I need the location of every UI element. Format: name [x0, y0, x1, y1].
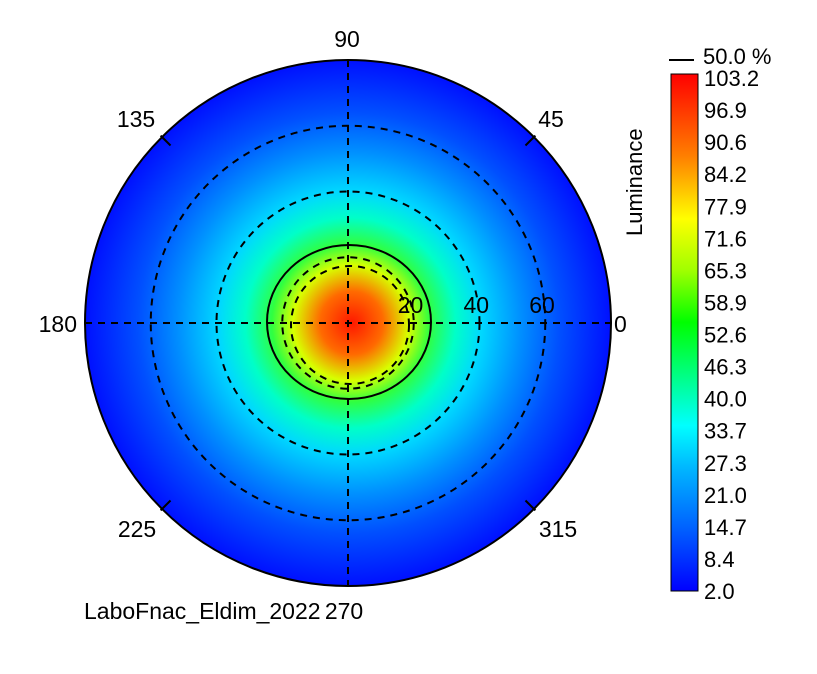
color-scale-tick-label: 52.6	[704, 323, 747, 348]
polar-grid	[85, 60, 611, 586]
azimuth-tick-45	[524, 134, 537, 147]
color-scale-tick-label: 58.9	[704, 290, 747, 315]
radial-circle-20	[281, 256, 415, 390]
color-scale-title: Luminance	[622, 128, 647, 236]
color-scale-tick-label: 77.9	[704, 194, 747, 219]
azimuth-label: 0	[614, 311, 627, 337]
color-scale-tick-label: 14.7	[704, 515, 747, 540]
color-scale-tick-label: 27.3	[704, 451, 747, 476]
half-luminance-contour	[266, 244, 432, 400]
contour-legend-label: 50.0 %	[703, 44, 772, 69]
azimuth-label: 225	[118, 516, 156, 542]
color-scale-tick-label: 40.0	[704, 387, 747, 412]
color-scale: 50.0 % Luminance 103.2 96.9 90.6 84.2 77.9 71…	[622, 44, 772, 604]
radial-label: 40	[464, 292, 490, 318]
radial-circle-60	[149, 124, 547, 522]
color-scale-tick-label: 90.6	[704, 130, 747, 155]
color-scale-tick-label: 65.3	[704, 258, 747, 283]
color-scale-tick-label: 8.4	[704, 547, 735, 572]
radial-label: 60	[529, 292, 555, 318]
azimuth-label: 315	[539, 516, 577, 542]
azimuth-labels: 0 45 90 135 180 225 270 315	[39, 26, 627, 624]
radial-label: 20	[398, 292, 424, 318]
azimuth-tick-315	[524, 499, 537, 512]
azimuth-label: 90	[334, 26, 360, 52]
azimuth-label: 135	[117, 106, 155, 132]
color-scale-tick-label: 2.0	[704, 579, 735, 604]
color-scale-tick-label: 96.9	[704, 98, 747, 123]
color-scale-tick-label: 33.7	[704, 419, 747, 444]
color-scale-tick-label: 21.0	[704, 483, 747, 508]
azimuth-label: 180	[39, 311, 77, 337]
color-scale-ticks: 103.2 96.9 90.6 84.2 77.9 71.6 65.3 58.9 52.6 46.…	[704, 66, 759, 604]
radial-labels: 20 40 60	[398, 292, 555, 318]
polar-plot: 20 40 60 0 45 90 135 180 225 270 315	[39, 26, 627, 624]
azimuth-tick-135	[159, 134, 172, 147]
azimuth-tick-225	[159, 499, 172, 512]
color-scale-tick-label: 84.2	[704, 162, 747, 187]
radial-circle-40	[215, 190, 481, 456]
color-scale-tick-label: 71.6	[704, 226, 747, 251]
azimuth-label: 270	[325, 598, 363, 624]
source-label: LaboFnac_Eldim_2022	[84, 598, 321, 624]
color-scale-bar	[670, 73, 699, 592]
color-scale-tick-label: 46.3	[704, 355, 747, 380]
inner-circle	[290, 265, 410, 385]
azimuth-label: 45	[538, 106, 564, 132]
color-scale-tick-label: 103.2	[704, 66, 759, 91]
